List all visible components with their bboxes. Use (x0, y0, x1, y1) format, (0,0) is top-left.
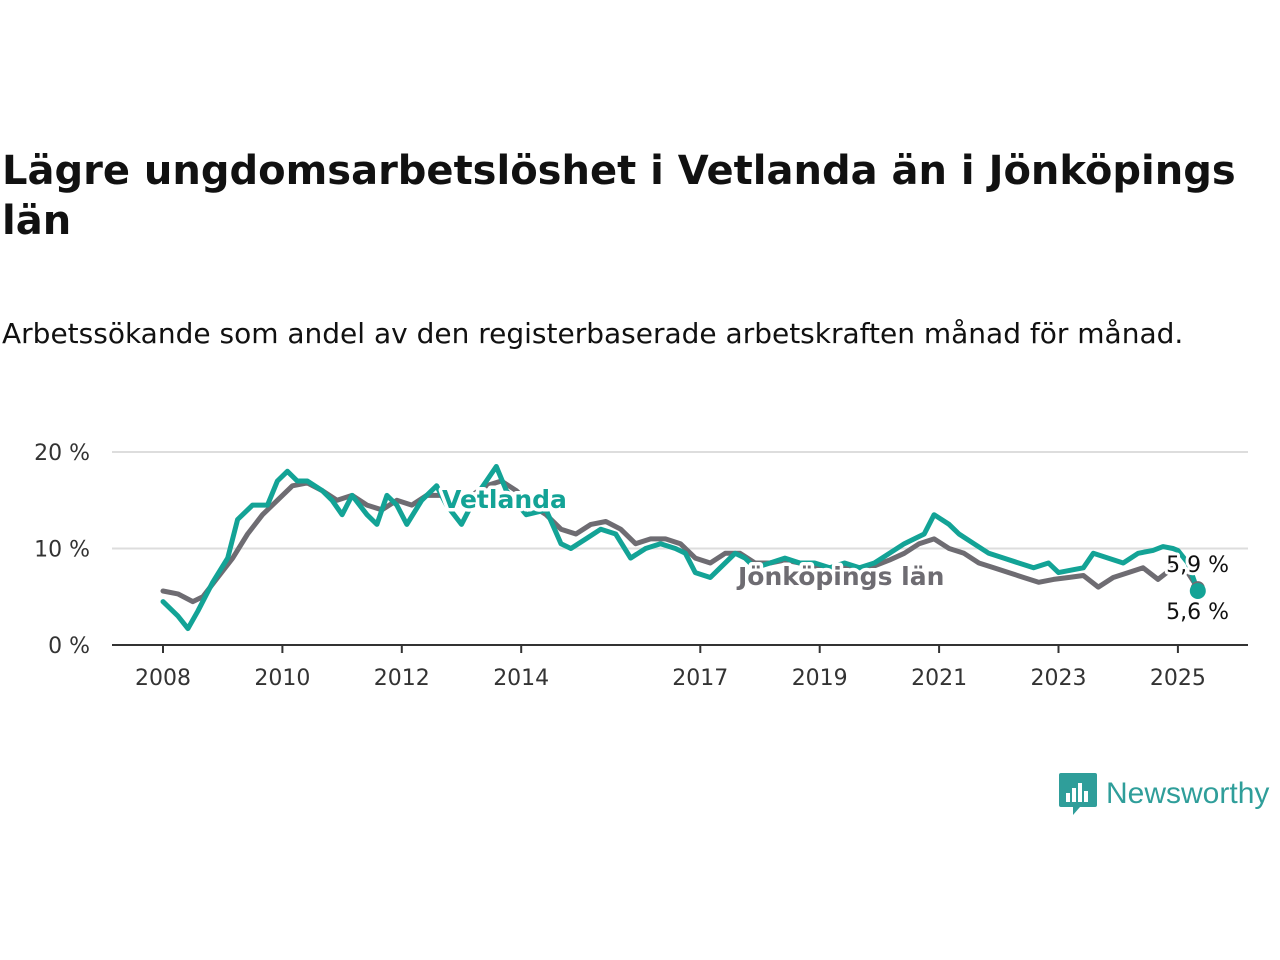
chart-title: Lägre ungdomsarbetslöshet i Vetlanda än … (2, 148, 1236, 244)
x-tick-label: 2017 (672, 666, 728, 691)
brand-name: Newsworthy (1106, 777, 1270, 810)
y-tick-label: 0 % (48, 634, 90, 659)
end-value-vetlanda-halo: 5,6 % (1166, 600, 1229, 625)
x-tick-label: 2008 (135, 666, 191, 691)
x-tick-label: 2021 (911, 666, 967, 691)
x-tick-label: 2023 (1031, 666, 1087, 691)
series-line-vetlanda (160, 464, 1201, 632)
series-label-jonkopings-lan-halo: Jönköpings län (736, 562, 944, 591)
series-label-jonkopings-lan: Jönköpings län (736, 562, 944, 591)
x-tick-label: 2014 (493, 666, 549, 691)
series-label-vetlanda: Vetlanda (442, 485, 567, 514)
x-tick-label: 2012 (374, 666, 430, 691)
end-value-jonkopings-lan: 5,9 % (1166, 553, 1229, 578)
line-chart: 0 % 10 % 20 % 2008 2010 2012 2014 2017 2019 2021… (34, 441, 1248, 691)
x-tick-label: 2010 (254, 666, 310, 691)
end-value-vetlanda: 5,6 % (1166, 600, 1229, 625)
newsworthy-logo-icon (1059, 773, 1097, 815)
newsworthy-brand[interactable]: Newsworthy (1058, 772, 1269, 816)
chart-subtitle: Arbetssökande som andel av den registerb… (2, 317, 1184, 350)
x-axis: 2008 2010 2012 2014 2017 2019 2021 2023 2025 (112, 644, 1248, 691)
y-tick-label: 10 % (34, 538, 90, 563)
x-tick-label: 2025 (1150, 666, 1206, 691)
end-point-vetlanda (1189, 582, 1206, 599)
end-value-jonkopings-lan-halo: 5,9 % (1166, 553, 1229, 578)
y-tick-label: 20 % (34, 441, 90, 466)
series-line-jonkopings-lan (160, 478, 1201, 605)
x-tick-label: 2019 (792, 666, 848, 691)
series-layer (160, 464, 1206, 632)
series-label-vetlanda-halo: Vetlanda (442, 485, 567, 514)
